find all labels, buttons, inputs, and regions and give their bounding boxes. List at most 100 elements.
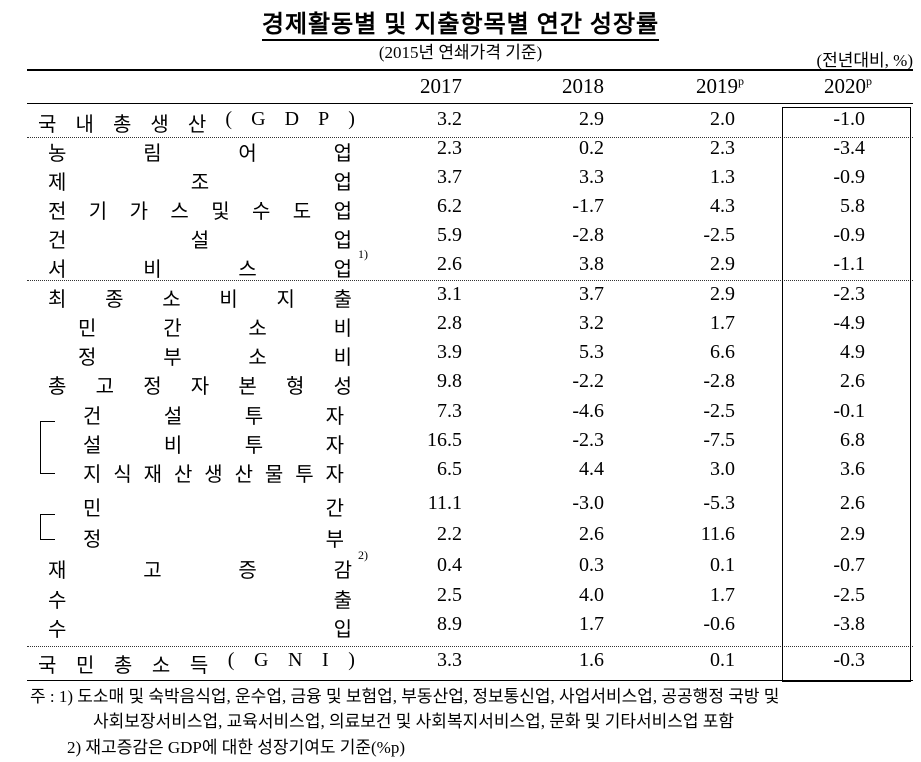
cell-2020: -1.0	[833, 108, 865, 130]
label-char: 재	[48, 560, 67, 582]
label-char: 성	[333, 376, 352, 398]
footnote-2: 2) 재고증감은 GDP에 대한 성장기여도 기준(%p)	[67, 738, 406, 757]
table-row: 전 기 가 스 및 수 도 업 6.2 -1.7 4.3 5.8	[0, 195, 921, 223]
label-char: 증	[238, 560, 257, 582]
row-label: 국 내 총 생 산 (G D P)	[38, 108, 355, 137]
row-label: 국 민 총 소 득 (G N I)	[38, 649, 355, 678]
cell-2019: 6.6	[710, 341, 735, 363]
cell-2018: -2.2	[572, 370, 604, 392]
cell-2019: 3.0	[710, 458, 735, 480]
label-char: 전	[48, 201, 67, 223]
label-char: 기	[88, 201, 108, 223]
cell-2018: 2.9	[579, 108, 604, 130]
label-char: 비	[333, 318, 352, 340]
cell-2017: 11.1	[427, 492, 462, 514]
cell-2020: 3.6	[840, 458, 865, 480]
label-char: 재	[143, 464, 163, 486]
highlight-box-2020	[782, 107, 911, 682]
label-char: 자	[325, 464, 344, 486]
label-char: 비	[219, 289, 238, 311]
cell-2019: -5.3	[703, 492, 735, 514]
cell-2019: -0.6	[703, 613, 735, 635]
table-row: 설 비 투 자 16.5 -2.3 -7.5 6.8	[0, 429, 921, 457]
cell-2017: 3.7	[437, 166, 462, 188]
cell-2018: 0.3	[579, 554, 604, 576]
label-char: 득	[189, 655, 209, 677]
label-char: D	[284, 108, 300, 130]
cell-2018: 3.7	[579, 283, 604, 305]
header-rule	[27, 103, 913, 104]
table-title: 경제활동별 및 지출항목별 연간 성장률	[0, 4, 921, 41]
cell-2018: -1.7	[572, 195, 604, 217]
label-char: 어	[238, 143, 257, 165]
cell-2017: 8.9	[437, 613, 462, 635]
label-char: 자	[325, 406, 344, 428]
label-char: 산	[234, 464, 253, 486]
label-char: )	[348, 108, 355, 130]
cell-2020: 5.8	[840, 195, 865, 217]
bracket-sector	[40, 514, 55, 540]
cell-2017: 3.9	[437, 341, 462, 363]
cell-2020: -0.1	[833, 400, 865, 422]
cell-2019: 0.1	[710, 649, 735, 671]
label-char: 간	[163, 318, 182, 340]
cell-2018: -2.3	[572, 429, 604, 451]
label-char: 업	[333, 201, 352, 223]
cell-2017: 6.2	[437, 195, 462, 217]
table-row: 국 민 총 소 득 (G N I) 3.3 1.6 0.1 -0.3	[0, 649, 921, 677]
label-char: 설	[83, 435, 102, 457]
footnote-1: 주 : 1) 도소매 및 숙박음식업, 운수업, 금융 및 보험업, 부동산업,…	[30, 687, 780, 706]
label-char: 도	[292, 201, 312, 223]
label-char: 물	[264, 464, 284, 486]
cell-2019: 1.7	[710, 312, 735, 334]
cell-2018: 4.4	[579, 458, 604, 480]
label-char: 생	[204, 464, 223, 486]
cell-2020: -4.9	[833, 312, 865, 334]
table-row: 총 고 정 자 본 형 성 9.8 -2.2 -2.8 2.6	[0, 370, 921, 398]
label-char: 민	[78, 318, 97, 340]
bracket-investment	[40, 421, 55, 474]
label-char: 총	[48, 376, 67, 398]
cell-2020: -0.9	[833, 224, 865, 246]
divider-gdp	[27, 137, 913, 138]
label-char: 국	[38, 114, 57, 136]
cell-2019: 0.1	[710, 554, 735, 576]
label-char: 수	[48, 619, 67, 641]
label-char: 부	[325, 529, 344, 551]
cell-2018: 3.8	[579, 253, 604, 275]
label-char: 비	[143, 259, 162, 281]
label-char: 업	[333, 259, 352, 281]
label-char: )	[348, 649, 355, 671]
cell-2018: 2.6	[579, 523, 604, 545]
column-header-2018: 2018	[562, 74, 604, 98]
cell-2020: -0.9	[833, 166, 865, 188]
table-row: 건 설 업 5.9 -2.8 -2.5 -0.9	[0, 224, 921, 252]
cell-2017: 3.3	[437, 649, 462, 671]
cell-2019: 2.9	[710, 253, 735, 275]
label-char: 농	[48, 143, 67, 165]
label-char: 고	[95, 376, 114, 398]
column-header-2020: 2020p	[824, 74, 872, 98]
cell-2017: 3.1	[437, 283, 462, 305]
label-char: 형	[285, 376, 305, 398]
cell-2019: 2.0	[710, 108, 735, 130]
table-row: 민 간 11.1 -3.0 -5.3 2.6	[0, 492, 921, 520]
cell-2018: -4.6	[572, 400, 604, 422]
cell-2019: 1.3	[710, 166, 735, 188]
cell-2017: 2.5	[437, 584, 462, 606]
label-char: 비	[163, 435, 183, 457]
label-char: G	[253, 649, 269, 671]
label-char: 건	[83, 406, 102, 428]
label-char: 지	[276, 289, 295, 311]
